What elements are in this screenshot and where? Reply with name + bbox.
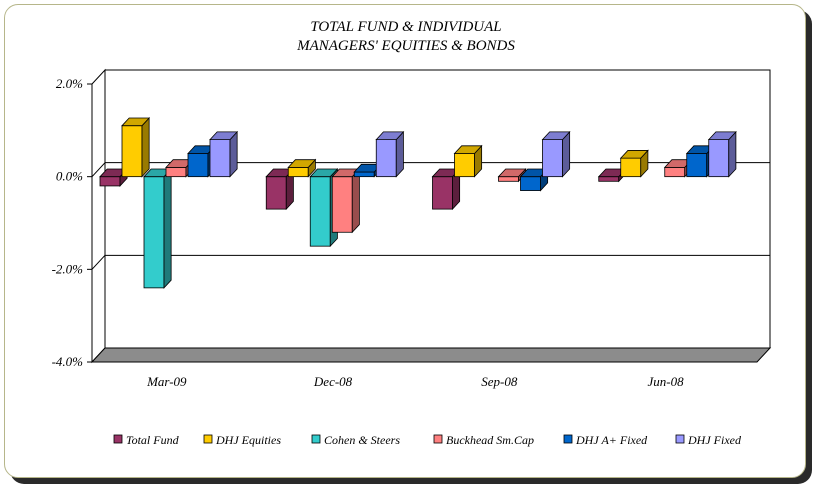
bar-top <box>375 131 405 141</box>
bar-front <box>454 153 475 178</box>
bar <box>143 167 173 289</box>
legend-swatch <box>675 434 685 444</box>
bar-front <box>309 176 331 247</box>
bar-front <box>353 171 375 178</box>
bar <box>287 158 317 178</box>
legend-swatch <box>311 434 321 444</box>
bar <box>375 130 405 178</box>
gridline-side <box>91 162 106 178</box>
chart-subtitle: MANAGERS' EQUITIES & BONDS <box>296 38 515 54</box>
legend-item: DHJ Equities <box>203 433 281 447</box>
bar-front <box>664 166 686 178</box>
bar-front <box>265 176 287 210</box>
legend-label: DHJ A+ Fixed <box>575 433 648 447</box>
bar <box>453 144 483 178</box>
legend: Total Fund DHJ Equities Cohen & Steers Buck… <box>113 433 742 447</box>
bar-front <box>498 176 519 182</box>
bar-top <box>707 131 737 141</box>
legend-swatch <box>203 434 213 444</box>
legend-label: Buckhead Sm.Cap <box>446 433 534 447</box>
bar-top <box>541 131 571 141</box>
bar-front <box>121 125 143 178</box>
bar-front <box>187 153 209 178</box>
bar <box>99 167 129 187</box>
bar-side <box>163 167 172 289</box>
bar-top <box>619 150 649 159</box>
x-tick-label: Jun-08 <box>648 374 685 389</box>
bar-front <box>432 176 453 210</box>
y-tick-label: 2.0% <box>56 76 83 91</box>
legend-item: DHJ Fixed <box>675 433 742 447</box>
legend-label: Total Fund <box>126 433 180 447</box>
bar <box>619 149 649 178</box>
bar <box>331 167 361 234</box>
bar <box>519 167 549 192</box>
bar-top <box>453 145 483 154</box>
bar <box>121 116 151 178</box>
legend-swatch <box>433 434 443 444</box>
bar-front <box>708 139 730 178</box>
floor <box>90 347 772 363</box>
legend-item: Buckhead Sm.Cap <box>433 433 534 447</box>
bar-top <box>121 117 151 127</box>
bar-front <box>331 176 353 233</box>
bar <box>541 130 571 178</box>
bar-front <box>520 176 541 191</box>
bar <box>209 130 239 178</box>
y-tick-label: 0.0% <box>56 169 83 184</box>
bar-front <box>99 176 121 187</box>
side-wall <box>91 68 106 364</box>
bar-top <box>309 168 339 178</box>
legend-item: Cohen & Steers <box>311 433 400 447</box>
bar-front <box>620 157 642 178</box>
legend-label: DHJ Fixed <box>687 433 742 447</box>
gridline-side <box>91 254 106 270</box>
x-tick-label: Sep-08 <box>481 374 518 389</box>
legend-swatch <box>113 434 123 444</box>
bar-top <box>209 131 239 141</box>
legend-label: Cohen & Steers <box>324 433 400 447</box>
bar-front <box>598 176 620 182</box>
y-tick-label: -4.0% <box>52 354 84 369</box>
x-tick-label: Dec-08 <box>313 374 353 389</box>
bar-front <box>209 139 231 178</box>
bar-side <box>141 116 150 178</box>
y-tick-label: -2.0% <box>52 261 84 276</box>
bar <box>431 167 461 211</box>
bar <box>707 130 737 178</box>
plot-area: 2.0% 0.0% -2.0% -4.0% Mar-09 Dec-08 Sep-08 Jun-… <box>52 68 772 389</box>
legend-swatch <box>563 434 573 444</box>
bar <box>265 167 295 211</box>
chart-title: TOTAL FUND & INDIVIDUAL <box>310 19 501 35</box>
bar-top <box>287 159 317 168</box>
bar-front <box>375 139 397 178</box>
bar-front <box>143 176 165 289</box>
bar-front <box>287 166 309 178</box>
bar-front <box>686 153 708 178</box>
legend-label: DHJ Equities <box>215 433 281 447</box>
legend-item: DHJ A+ Fixed <box>563 433 648 447</box>
bar-front <box>542 139 563 178</box>
bar-side <box>351 167 360 234</box>
bar-front <box>165 166 187 178</box>
legend-item: Total Fund <box>113 433 180 447</box>
bar-top <box>497 168 527 178</box>
x-tick-label: Mar-09 <box>146 374 187 389</box>
